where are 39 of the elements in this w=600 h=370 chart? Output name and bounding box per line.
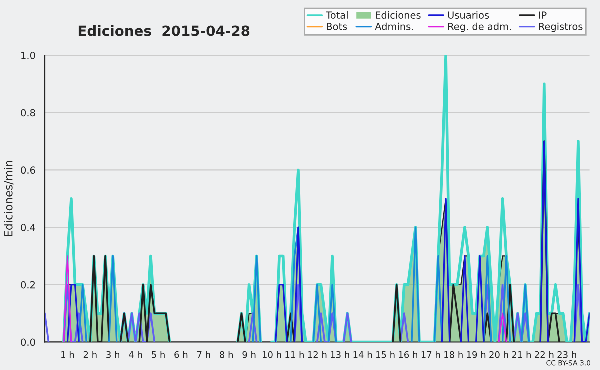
x-tick-label: 5 h	[152, 351, 165, 358]
x-tick-label: 11 h	[286, 351, 304, 358]
legend-label: Bots	[327, 23, 348, 30]
x-tick-label: 22 h	[535, 351, 554, 358]
x-tick-label: 20 h	[490, 351, 508, 358]
chart-title: Ediciones 2015-04-28	[78, 26, 250, 36]
y-tick-label: 0.6	[21, 166, 36, 174]
x-tick-label: 4 h	[129, 351, 142, 358]
legend-label: Total	[326, 11, 348, 20]
legend-label: Reg. de adm.	[448, 22, 512, 32]
x-tick-label: 19 h	[467, 351, 486, 358]
x-tick-label: 10 h	[262, 351, 282, 358]
x-tick-label: 6 h	[174, 351, 188, 358]
legend-label: Admins.	[375, 22, 414, 30]
x-tick-label: 1 h	[62, 351, 74, 358]
x-tick-label: 8 h	[220, 351, 233, 358]
y-tick-label: 0.4	[21, 224, 36, 232]
x-tick-label: 13 h	[331, 351, 350, 358]
x-tick-label: 14 h	[354, 351, 372, 358]
x-tick-label: 2 h	[84, 351, 97, 358]
y-tick-label: 0.0	[21, 338, 36, 346]
y-axis-title: Ediciones/min	[4, 161, 14, 237]
y-tick-label: 1.0	[22, 52, 36, 60]
legend-label: Registros	[539, 22, 583, 32]
x-tick-label: 18 h	[444, 351, 463, 358]
x-tick-label: 16 h	[399, 351, 418, 358]
legend-label: Usuarios	[448, 11, 490, 20]
y-tick-label: 0.8	[21, 109, 36, 117]
x-tick-label: 7 h	[197, 351, 210, 358]
y-tick-label: 0.2	[21, 281, 35, 289]
legend-label: IP	[539, 12, 547, 19]
x-tick-label: 15 h	[376, 351, 395, 358]
x-tick-label: 23 h	[558, 351, 576, 358]
x-tick-label: 3 h	[106, 351, 120, 358]
x-tick-label: 17 h	[422, 351, 440, 358]
x-tick-label: 12 h	[308, 351, 327, 358]
x-tick-label: 9 h	[242, 351, 256, 358]
x-tick-label: 21 h	[512, 351, 531, 358]
legend-label: Ediciones	[376, 11, 421, 20]
